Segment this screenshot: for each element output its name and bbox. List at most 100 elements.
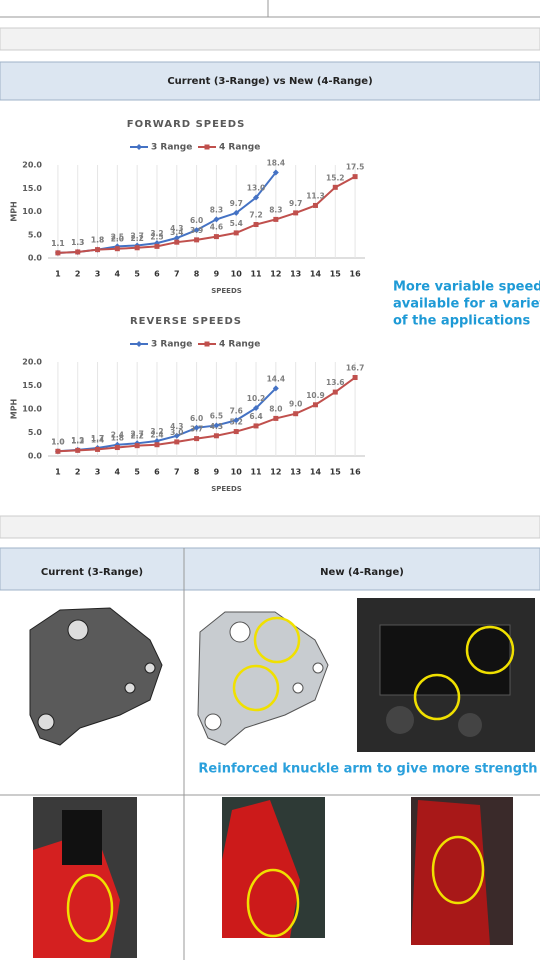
data-label: 9.7: [289, 199, 302, 208]
series-line: [57, 175, 356, 254]
x-tick-label: 15: [330, 468, 342, 477]
point: [233, 209, 240, 216]
data-label: 4.6: [210, 223, 223, 232]
data-label: 18.4: [267, 158, 286, 167]
data-label: 14.4: [267, 374, 286, 383]
point: [173, 432, 180, 439]
table-header-cell: Current (3-Range): [41, 567, 143, 578]
point: [114, 445, 120, 451]
data-label: 3.0: [170, 428, 183, 437]
point: [194, 436, 200, 442]
x-axis-label: SPEEDS: [211, 287, 242, 295]
data-label: 1.1: [51, 239, 64, 248]
data-label: 17.5: [346, 163, 365, 172]
x-tick-label: 5: [134, 270, 140, 279]
point: [193, 227, 200, 234]
data-label: 10.2: [247, 394, 266, 403]
legend-label: 4 Range: [219, 340, 260, 350]
point: [253, 423, 259, 429]
x-tick-label: 5: [134, 468, 140, 477]
side-text: of the applications: [393, 314, 531, 329]
y-tick-label: 0.0: [28, 452, 43, 461]
point: [95, 247, 101, 253]
legend-label: 4 Range: [219, 143, 260, 153]
x-tick-label: 8: [194, 468, 200, 477]
x-axis-label: SPEEDS: [211, 485, 242, 493]
y-tick-label: 5.0: [28, 230, 43, 239]
x-tick-label: 7: [174, 270, 180, 279]
point: [312, 202, 318, 208]
data-label: 6.5: [210, 411, 223, 420]
data-label: 3.9: [190, 226, 203, 235]
y-tick-label: 20.0: [22, 358, 42, 367]
x-tick-label: 8: [194, 270, 200, 279]
point: [174, 239, 180, 245]
data-label: 1.8: [111, 434, 124, 443]
data-label: 13.0: [247, 184, 266, 193]
point: [272, 169, 279, 176]
legend-marker: [204, 341, 210, 347]
data-label: 2.7: [131, 429, 144, 438]
legend-marker: [136, 341, 142, 347]
x-tick-label: 16: [350, 468, 362, 477]
point: [154, 442, 160, 448]
data-label: 3.2: [150, 427, 163, 436]
point: [75, 447, 81, 453]
data-label: 9.7: [230, 199, 243, 208]
x-tick-label: 3: [95, 468, 101, 477]
point: [272, 385, 279, 392]
data-label: 3.7: [190, 425, 203, 434]
data-label: 2.0: [111, 235, 124, 244]
separator-band: [0, 27, 540, 51]
photo: [411, 797, 513, 945]
legend-label: 3 Range: [151, 340, 192, 350]
data-label: 3.2: [150, 229, 163, 238]
point: [273, 216, 279, 222]
data-label: 5.4: [230, 219, 243, 228]
point: [253, 194, 260, 201]
data-label: 1.3: [71, 238, 84, 247]
series-line: [57, 387, 277, 453]
data-label: 1.2: [71, 436, 84, 445]
x-tick-label: 1: [55, 468, 61, 477]
data-label: 6.0: [190, 414, 203, 423]
side-text: More variable speeds: [393, 280, 540, 295]
data-label: 2.4: [111, 431, 124, 440]
x-tick-label: 7: [174, 468, 180, 477]
point: [253, 405, 260, 412]
table-header: [0, 547, 540, 591]
x-tick-label: 11: [250, 270, 262, 279]
data-label: 1.0: [51, 437, 64, 446]
data-label: 2.2: [131, 234, 144, 243]
legend-marker: [136, 144, 142, 150]
data-label: 4.3: [170, 422, 183, 431]
y-tick-label: 20.0: [22, 161, 42, 170]
data-label: 4.3: [210, 422, 223, 431]
point: [233, 230, 239, 236]
data-label: 1.0: [51, 437, 64, 446]
point: [134, 443, 140, 449]
data-label: 1.3: [71, 436, 84, 445]
x-tick-label: 13: [290, 468, 301, 477]
point: [173, 235, 180, 242]
legend-marker: [204, 144, 210, 150]
point: [213, 216, 220, 223]
point: [55, 250, 61, 256]
point: [312, 402, 318, 408]
data-label: 13.6: [326, 378, 345, 387]
data-label: 1.4: [91, 435, 104, 444]
point: [75, 249, 81, 255]
data-label: 6.0: [190, 216, 203, 225]
legend-label: 3 Range: [151, 143, 192, 153]
point: [352, 375, 358, 381]
data-label: 8.0: [269, 404, 282, 413]
x-tick-label: 3: [95, 270, 101, 279]
side-text: available for a variety: [393, 297, 540, 312]
y-axis-label: MPH: [10, 201, 19, 222]
point: [273, 415, 279, 421]
x-tick-label: 4: [115, 270, 121, 279]
bracket-image: [197, 611, 329, 746]
separator-band: [0, 515, 540, 539]
x-tick-label: 2: [75, 270, 81, 279]
